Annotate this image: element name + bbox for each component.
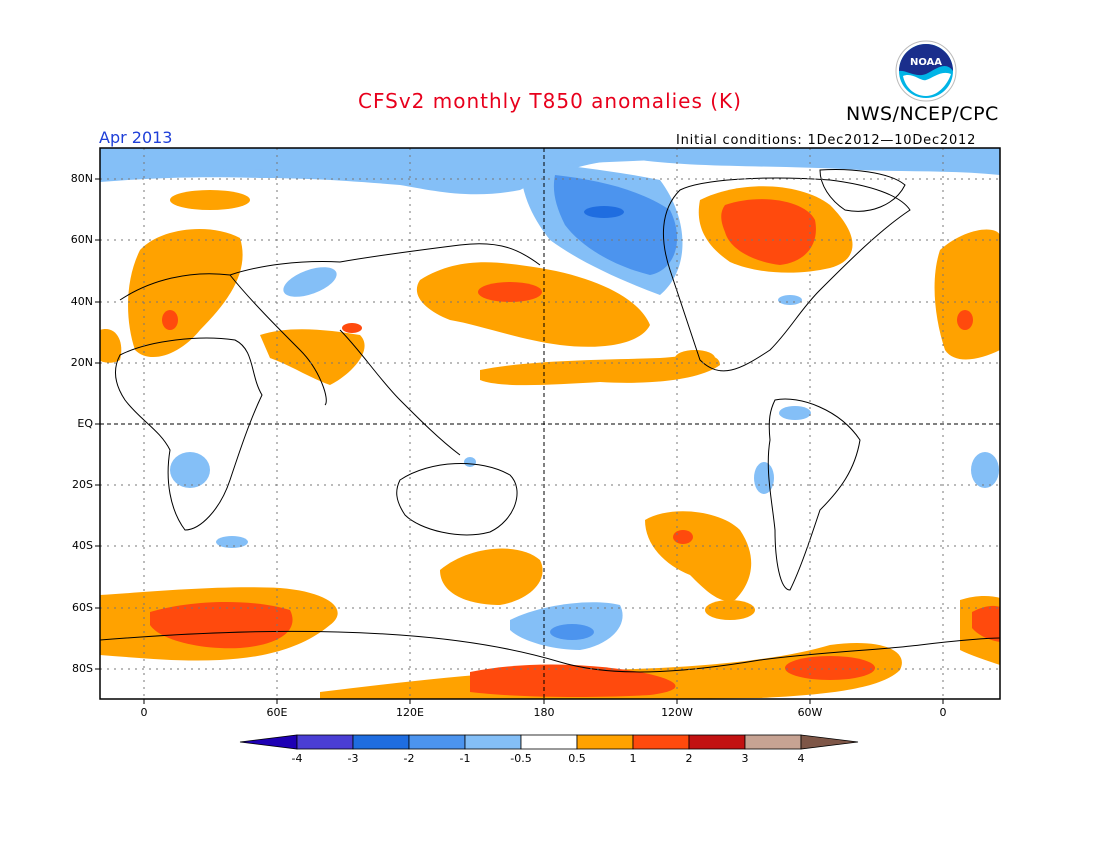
lon-label: 120W [661, 706, 693, 719]
lat-label: 60N [70, 233, 93, 246]
colorbar-tick-label: -3 [347, 752, 359, 765]
lat-label: 20N [70, 356, 93, 369]
colorbar-tick-label: 3 [741, 752, 749, 765]
hudson-bay-warm-core [721, 199, 816, 265]
chart-title: CFSv2 monthly T850 anomalies (K) [358, 89, 742, 113]
lon-label: 0 [140, 706, 148, 719]
europe-warm [128, 228, 243, 358]
svg-text:NOAA: NOAA [910, 57, 942, 68]
lat-label: EQ [77, 417, 93, 430]
lon-label: 0 [939, 706, 947, 719]
colorbar-tick-label: 0.5 [568, 752, 586, 765]
noaa-logo-icon: NOAA [895, 40, 957, 102]
gridlines [100, 148, 1000, 699]
lat-label: 40N [70, 295, 93, 308]
lat-label: 20S [72, 478, 93, 491]
colorbar-swatch [520, 734, 578, 750]
colorbar-tick-label: 2 [685, 752, 693, 765]
colorbar-tick-label: -1 [459, 752, 471, 765]
alaska-cold-inner [553, 175, 678, 275]
antarctic-warm-core [470, 664, 676, 697]
colorbar-tick-label: 1 [629, 752, 637, 765]
colorbar-max-arrow [800, 734, 859, 750]
colorbar-tick-label: -2 [403, 752, 415, 765]
colorbar-swatch [744, 734, 802, 750]
colorbar-swatch [632, 734, 690, 750]
north-pacific-warm [416, 262, 650, 347]
colorbar-min-arrow [239, 734, 298, 750]
agency-label: NWS/NCEP/CPC [846, 103, 999, 125]
lat-label: 60S [72, 601, 93, 614]
south-pacific-warm [645, 511, 752, 601]
forecast-month: Apr 2013 [99, 128, 173, 147]
lon-label: 60E [266, 706, 288, 719]
colorbar-swatch [296, 734, 354, 750]
lon-label: 180 [533, 706, 555, 719]
coastlines [100, 169, 1000, 673]
colorbar-swatch [408, 734, 466, 750]
colorbar [239, 734, 859, 750]
colorbar-tick-label: 4 [797, 752, 805, 765]
colorbar-swatch [464, 734, 522, 750]
colorbar-tick-label: -0.5 [510, 752, 532, 765]
colorbar-tick-label: -4 [291, 752, 303, 765]
lat-label: 80S [72, 662, 93, 675]
lon-label: 60W [797, 706, 823, 719]
initial-conditions: Initial conditions: 1Dec2012—10Dec2012 [676, 133, 977, 148]
colorbar-swatch [352, 734, 410, 750]
lat-label: 80N [70, 172, 93, 185]
lat-label: 40S [72, 539, 93, 552]
colorbar-swatch [576, 734, 634, 750]
lon-label: 120E [396, 706, 424, 719]
colorbar-swatch [688, 734, 746, 750]
